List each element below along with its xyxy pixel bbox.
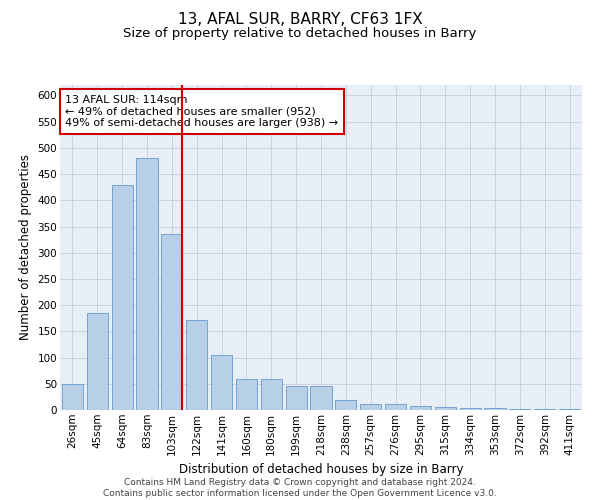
Bar <box>559 409 580 410</box>
Bar <box>310 386 332 410</box>
Bar <box>136 158 158 410</box>
Text: 13, AFAL SUR, BARRY, CF63 1FX: 13, AFAL SUR, BARRY, CF63 1FX <box>178 12 422 28</box>
Bar <box>534 409 555 410</box>
Bar <box>286 386 307 410</box>
Bar <box>435 407 456 410</box>
Bar <box>335 400 356 410</box>
Y-axis label: Number of detached properties: Number of detached properties <box>19 154 32 340</box>
Bar <box>236 378 257 410</box>
Text: Size of property relative to detached houses in Barry: Size of property relative to detached ho… <box>124 28 476 40</box>
Bar <box>62 384 83 410</box>
Bar <box>186 320 207 410</box>
Bar <box>484 408 506 410</box>
Bar <box>161 234 182 410</box>
Bar <box>112 184 133 410</box>
Text: 13 AFAL SUR: 114sqm
← 49% of detached houses are smaller (952)
49% of semi-detac: 13 AFAL SUR: 114sqm ← 49% of detached ho… <box>65 94 338 128</box>
Bar <box>509 409 530 410</box>
Bar <box>211 355 232 410</box>
Bar <box>360 404 381 410</box>
Bar <box>87 313 108 410</box>
Bar <box>385 404 406 410</box>
X-axis label: Distribution of detached houses by size in Barry: Distribution of detached houses by size … <box>179 463 463 476</box>
Bar <box>460 408 481 410</box>
Bar <box>410 406 431 410</box>
Text: Contains HM Land Registry data © Crown copyright and database right 2024.
Contai: Contains HM Land Registry data © Crown c… <box>103 478 497 498</box>
Bar <box>261 378 282 410</box>
